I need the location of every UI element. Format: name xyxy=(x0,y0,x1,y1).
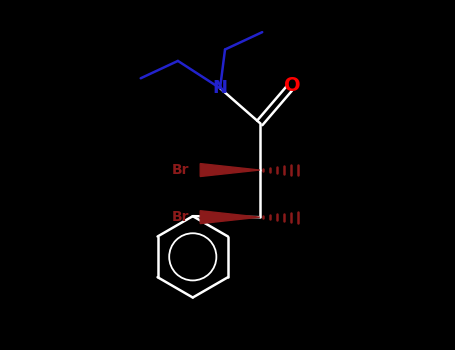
Text: Br: Br xyxy=(172,163,189,177)
Text: Br: Br xyxy=(172,210,189,224)
Text: N: N xyxy=(212,79,228,97)
Polygon shape xyxy=(200,163,260,176)
Polygon shape xyxy=(200,211,260,224)
Text: O: O xyxy=(283,76,300,95)
